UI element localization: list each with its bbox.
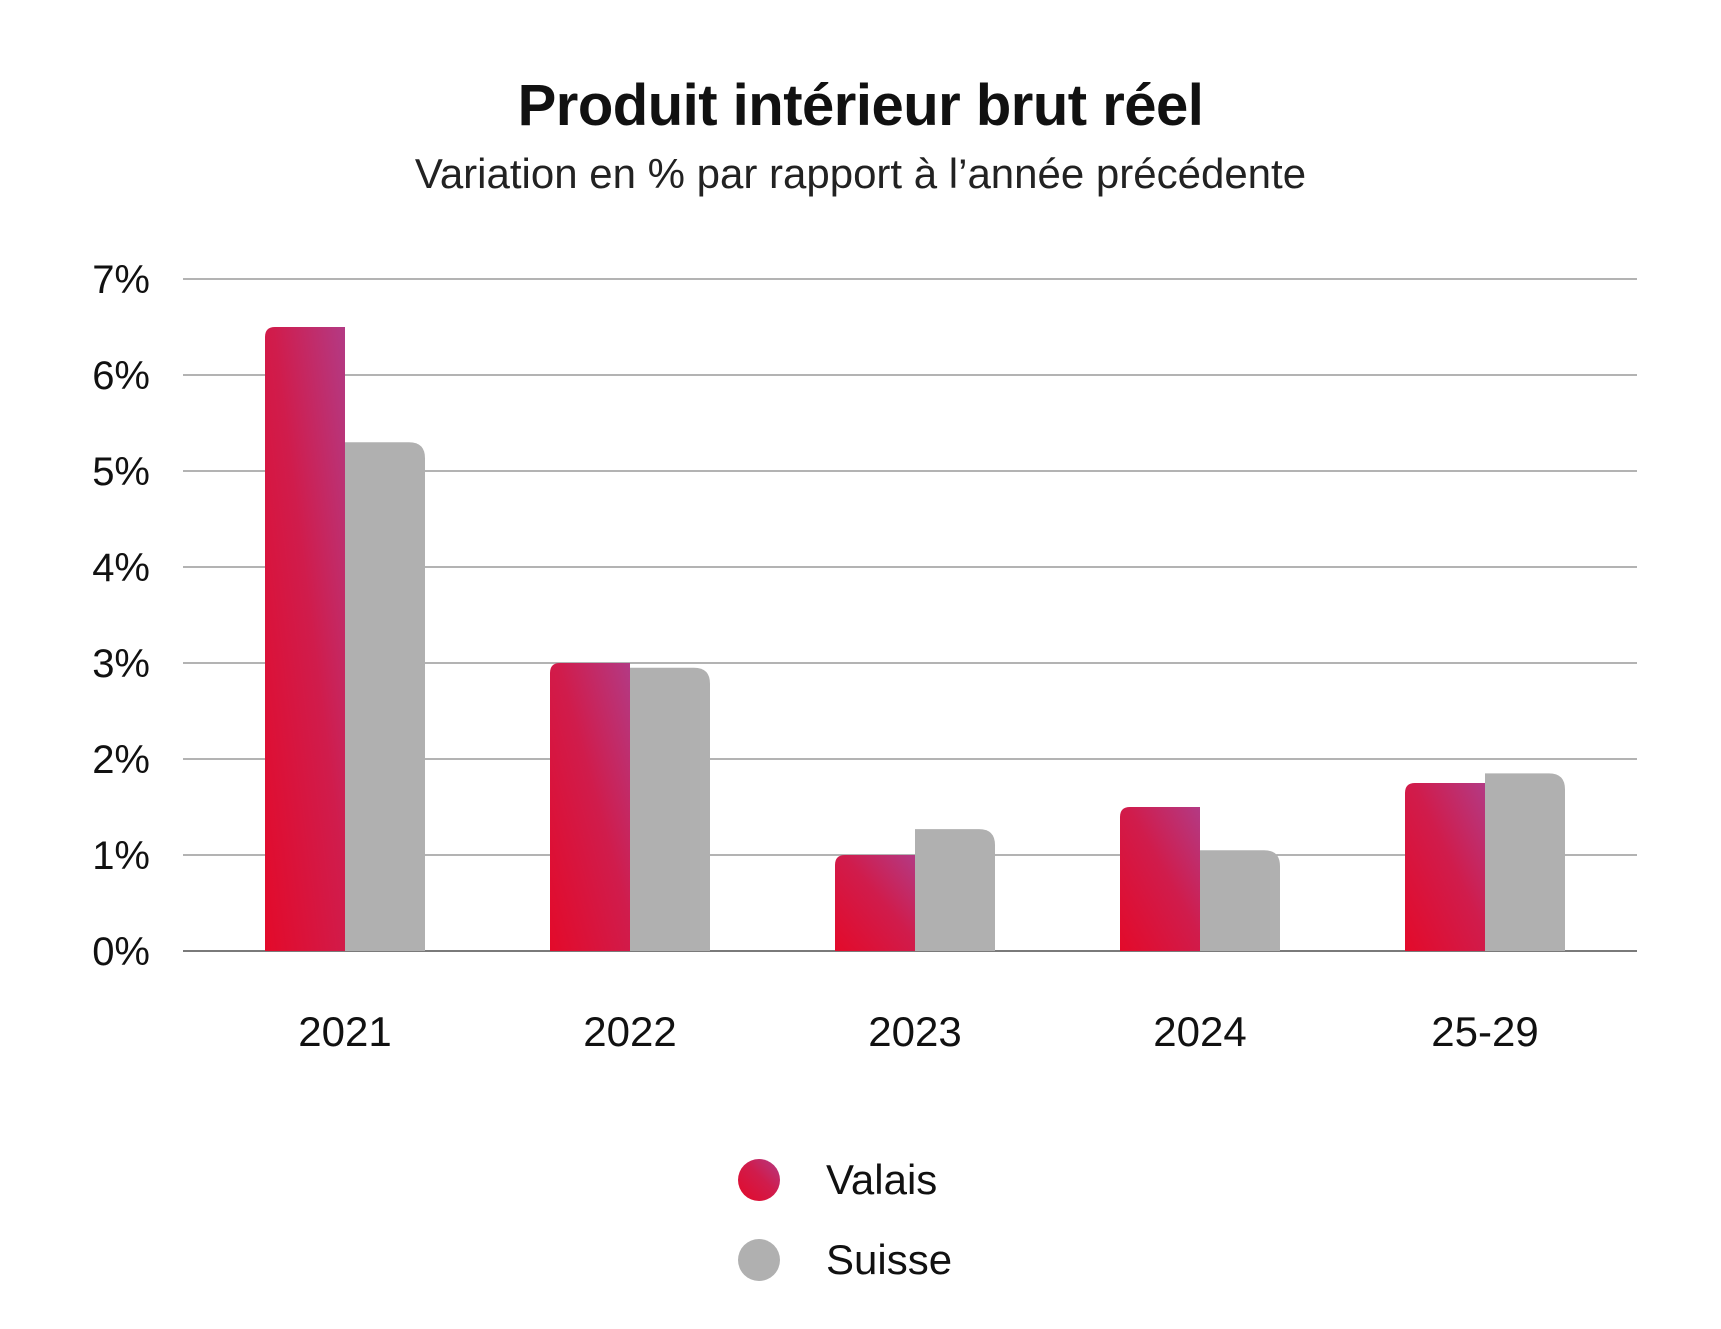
x-tick-label: 25-29 bbox=[1431, 1008, 1538, 1055]
x-axis-ticks: 2021 2022 2023 2024 25-29 bbox=[298, 1008, 1538, 1055]
y-tick-label: 7% bbox=[92, 258, 150, 302]
bar-valais-25-29 bbox=[1405, 783, 1485, 951]
y-tick-label: 3% bbox=[92, 642, 150, 686]
gridlines bbox=[183, 278, 1637, 952]
legend-swatch-suisse bbox=[738, 1239, 780, 1281]
legend-label-suisse: Suisse bbox=[826, 1236, 953, 1283]
bars bbox=[265, 327, 1565, 951]
bar-valais-2022 bbox=[550, 663, 630, 951]
bar-suisse-2023 bbox=[915, 829, 995, 951]
bar-valais-2023 bbox=[835, 855, 915, 951]
chart-subtitle: Variation en % par rapport à l’année pré… bbox=[414, 150, 1307, 197]
y-tick-label: 5% bbox=[92, 450, 150, 494]
chart-title: Produit intérieur brut réel bbox=[517, 73, 1204, 138]
x-tick-label: 2024 bbox=[1153, 1008, 1246, 1055]
legend-swatch-valais bbox=[738, 1159, 780, 1201]
bar-suisse-2024 bbox=[1200, 850, 1280, 951]
y-tick-label: 0% bbox=[92, 930, 150, 974]
bar-valais-2021 bbox=[265, 327, 345, 951]
y-tick-label: 4% bbox=[92, 546, 150, 590]
legend-item-suisse: Suisse bbox=[738, 1220, 952, 1300]
bar-suisse-25-29 bbox=[1485, 773, 1565, 951]
y-tick-label: 6% bbox=[92, 354, 150, 398]
bar-suisse-2021 bbox=[345, 442, 425, 951]
bar-suisse-2022 bbox=[630, 667, 710, 951]
y-tick-label: 1% bbox=[92, 834, 150, 878]
x-tick-label: 2022 bbox=[583, 1008, 676, 1055]
legend-item-valais: Valais bbox=[738, 1140, 952, 1220]
y-axis-ticks: 0% 1% 2% 3% 4% 5% 6% 7% bbox=[92, 258, 150, 974]
y-tick-label: 2% bbox=[92, 738, 150, 782]
legend-label-valais: Valais bbox=[826, 1156, 938, 1203]
legend: Valais Suisse bbox=[738, 1140, 952, 1300]
x-tick-label: 2021 bbox=[298, 1008, 391, 1055]
bar-valais-2024 bbox=[1120, 807, 1200, 951]
x-tick-label: 2023 bbox=[868, 1008, 961, 1055]
